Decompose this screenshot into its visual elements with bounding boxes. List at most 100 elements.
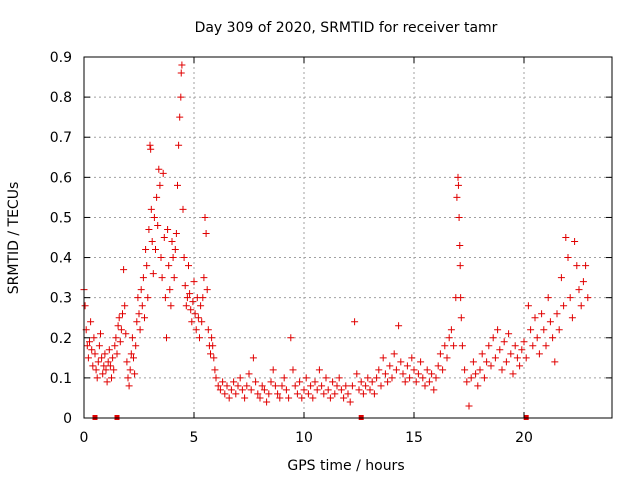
data-point <box>395 322 403 330</box>
data-point <box>527 326 535 334</box>
data-point <box>145 225 153 233</box>
data-point <box>355 386 363 394</box>
data-point <box>110 366 118 374</box>
data-point <box>524 302 532 310</box>
x-tick-label: 0 <box>80 430 89 446</box>
data-point <box>164 225 172 233</box>
data-point <box>535 350 543 358</box>
data-point <box>177 93 185 101</box>
data-point <box>480 374 488 382</box>
y-tick-labels: 0 0.1 0.2 0.3 0.4 0.5 0.6 0.7 0.8 0.9 <box>50 50 72 427</box>
x-tick-label: 15 <box>405 430 423 446</box>
data-point <box>513 354 521 362</box>
data-point <box>152 246 159 254</box>
data-point <box>483 358 491 366</box>
data-point <box>401 378 409 386</box>
data-point <box>456 242 464 250</box>
data-point <box>102 366 110 374</box>
data-point <box>117 326 125 334</box>
data-point <box>122 330 130 338</box>
data-point <box>456 262 464 270</box>
data-point <box>478 350 486 358</box>
data-point <box>176 113 184 121</box>
data-point <box>553 310 561 318</box>
data-point <box>263 398 271 406</box>
data-point <box>436 350 444 358</box>
x-tick-label: 5 <box>190 430 199 446</box>
data-point <box>381 370 389 378</box>
data-point <box>249 354 257 362</box>
data-point <box>209 342 217 350</box>
data-point <box>104 358 112 366</box>
y-tick-label: 0.8 <box>50 90 72 106</box>
data-point <box>183 294 191 302</box>
data-point <box>169 254 177 262</box>
data-point <box>207 350 214 358</box>
data-point <box>120 266 128 274</box>
data-point <box>238 386 246 394</box>
data-point <box>348 382 356 390</box>
data-point <box>247 386 255 394</box>
data-point <box>197 302 205 310</box>
data-point <box>186 290 194 298</box>
data-point <box>318 382 326 390</box>
data-point <box>157 254 165 262</box>
x-tick-label: 10 <box>295 430 313 446</box>
data-point <box>153 193 161 201</box>
data-point <box>384 378 392 386</box>
data-point <box>496 346 504 354</box>
data-point <box>540 326 548 334</box>
data-point <box>115 314 123 322</box>
data-point <box>302 374 310 382</box>
data-point <box>562 234 570 241</box>
data-point <box>194 314 202 322</box>
data-point <box>551 358 559 366</box>
data-point <box>366 386 374 394</box>
data-point <box>564 254 572 262</box>
data-point <box>458 342 466 350</box>
y-tick-label: 0.6 <box>50 170 72 186</box>
data-point <box>476 366 484 374</box>
data-point <box>154 221 162 229</box>
y-tick-label: 0.7 <box>50 130 72 146</box>
data-point <box>175 141 183 149</box>
data-point <box>230 378 238 386</box>
data-point <box>177 69 185 77</box>
data-point <box>538 310 546 318</box>
data-point <box>304 390 312 398</box>
data-point <box>388 374 396 382</box>
data-point <box>172 229 180 237</box>
data-point <box>434 362 442 370</box>
data-point <box>131 370 139 378</box>
data-point <box>370 390 378 398</box>
data-point <box>223 382 231 390</box>
y-tick-label: 0.1 <box>50 371 72 387</box>
y-tick-label: 0.3 <box>50 291 72 307</box>
data-point <box>307 382 315 390</box>
data-point <box>298 394 306 402</box>
data-point <box>500 338 508 346</box>
data-point <box>291 382 299 390</box>
data-point <box>560 302 568 310</box>
data-point <box>132 342 140 350</box>
data-point <box>174 181 181 189</box>
data-point <box>333 382 341 390</box>
data-point <box>419 374 427 382</box>
data-point <box>467 374 475 382</box>
data-point <box>454 173 462 181</box>
data-point <box>311 378 319 386</box>
data-point <box>138 302 146 310</box>
data-point <box>285 394 293 402</box>
data-point <box>403 362 411 370</box>
data-point <box>494 326 502 334</box>
data-point <box>390 350 398 358</box>
data-point <box>178 61 186 69</box>
data-point <box>95 342 103 350</box>
data-point <box>392 366 400 374</box>
data-point <box>342 382 350 390</box>
data-point <box>191 310 199 318</box>
data-point <box>518 346 526 354</box>
data-point <box>212 374 220 382</box>
data-point <box>425 378 433 386</box>
data-point <box>204 326 212 334</box>
